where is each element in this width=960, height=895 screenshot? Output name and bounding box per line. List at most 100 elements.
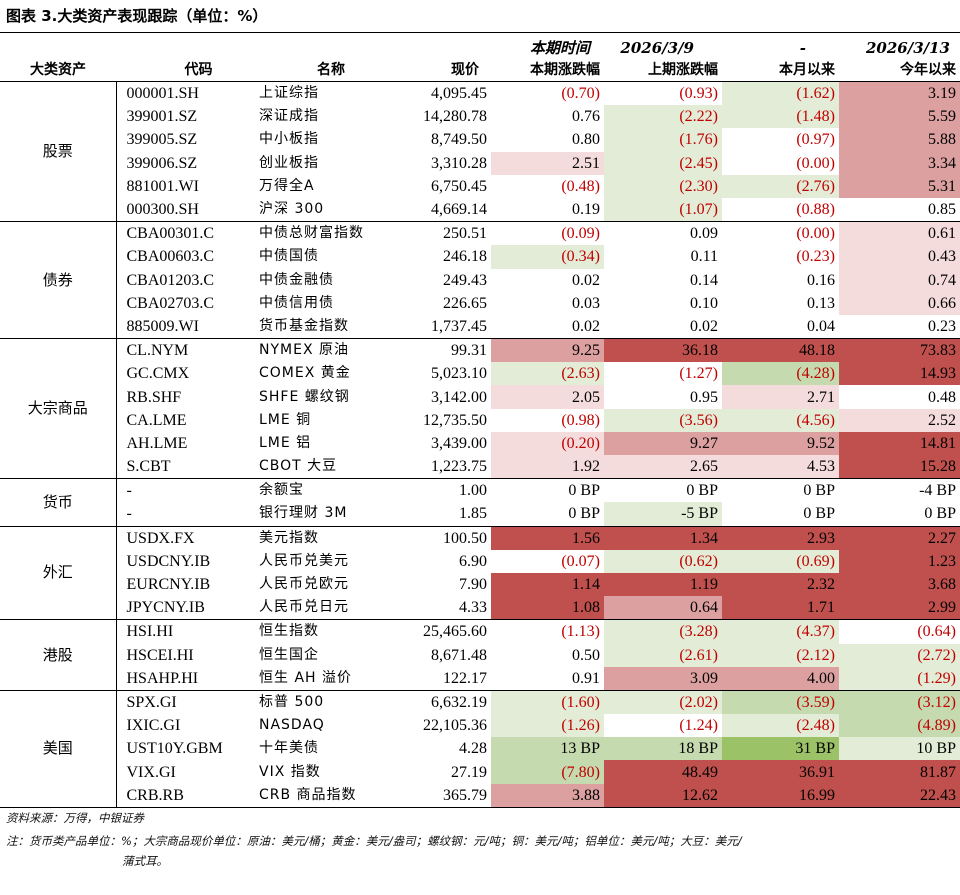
period-change-cell: 0 BP [491, 502, 604, 527]
prev-change-cell: 2.65 [604, 455, 722, 480]
ytd-change-cell: 0.61 [839, 221, 960, 246]
asset-code: CRB.RB [116, 783, 251, 808]
ytd-change-cell: 3.34 [839, 151, 960, 175]
mtd-change-cell: 0 BP [722, 478, 839, 503]
current-price: 6,750.45 [431, 177, 487, 195]
asset-name: NASDAQ [259, 717, 325, 734]
table-row: - 银行理财 3M 1.85 0 BP -5 BP 0 BP 0 BP [0, 502, 960, 527]
current-price: 1,737.45 [381, 314, 491, 340]
asset-name: SHFE 螺纹钢 [259, 388, 350, 405]
current-price: 226.65 [443, 294, 487, 312]
asset-name: 人民币兑欧元 [259, 576, 349, 593]
ytd-change-cell: 2.52 [839, 408, 960, 432]
ytd-change-cell: (0.64) [839, 619, 960, 644]
ytd-change-cell: 0.66 [839, 291, 960, 315]
prev-change-cell: (3.56) [604, 408, 722, 432]
current-price: 1.00 [459, 482, 487, 500]
asset-code: USDX.FX [126, 529, 195, 547]
period-change-cell: (0.20) [491, 431, 604, 455]
asset-name: 万得全A [259, 177, 315, 194]
table-row: 债券 CBA00301.C 中债总财富指数 250.51 (0.09) 0.09 (0.00… [0, 221, 960, 340]
header-name: 名称 [251, 59, 381, 82]
mtd-change-cell: (0.88) [722, 197, 839, 223]
asset-code: CL.NYM [126, 342, 189, 360]
mtd-change-cell: (0.00) [722, 151, 839, 175]
period-change-cell: (0.07) [491, 549, 604, 573]
asset-name: 中债总财富指数 [259, 225, 364, 242]
asset-code: 399006.SZ [126, 154, 198, 172]
asset-name: 创业板指 [259, 154, 319, 171]
table-row: EURCNY.IB 人民币兑欧元 7.90 1.14 1.19 2.32 3.68 [0, 572, 960, 597]
current-price: 7.90 [459, 576, 487, 594]
table-row: 货币 - 余额宝 1.00 0 BP 0 BP 0 BP -4 BP [0, 478, 960, 527]
current-price: 27.19 [451, 763, 487, 781]
category-label: 债券 [0, 221, 117, 340]
asset-code: - [126, 482, 132, 500]
prev-change-cell: 12.62 [604, 783, 722, 808]
period-change-cell: 0.76 [491, 105, 604, 129]
period-change-cell: (0.09) [491, 221, 604, 246]
asset-name: LME 铜 [259, 411, 312, 428]
mtd-change-cell: (2.12) [722, 643, 839, 667]
ytd-change-cell: 5.31 [839, 174, 960, 198]
mtd-change-cell: (0.97) [722, 128, 839, 152]
period-change-cell: 0.91 [491, 666, 604, 691]
header-cell [0, 37, 116, 59]
period-change-cell: 9.25 [491, 338, 604, 363]
table-row: 399005.SZ 中小板指 8,749.50 0.80 (1.76) (0.97) 5.8… [0, 128, 960, 152]
table-row: HSAHP.HI 恒生 AH 溢价 122.17 0.91 3.09 4.00 (1.29) [0, 666, 960, 691]
prev-change-cell: 0.95 [604, 385, 722, 409]
ytd-change-cell: 14.81 [839, 431, 960, 455]
table-row: 大宗商品 CL.NYM NYMEX 原油 99.31 9.25 36.18 48.18 73.… [0, 338, 960, 480]
prev-change-cell: -5 BP [604, 502, 722, 527]
current-price: 14,280.78 [423, 108, 487, 126]
asset-name: 恒生指数 [259, 623, 319, 640]
table-row: GC.CMX COMEX 黄金 5,023.10 (2.63) (1.27) (4.28)… [0, 362, 960, 386]
asset-code: CA.LME [126, 411, 187, 429]
prev-change-cell: 48.49 [604, 760, 722, 784]
table-title: 图表 3.大类资产表现跟踪（单位：%） [6, 7, 268, 25]
header-price: 现价 [381, 59, 491, 82]
ytd-change-cell: 2.99 [839, 596, 960, 621]
asset-code: 881001.WI [126, 177, 199, 195]
table-row: USDCNY.IB 人民币兑美元 6.90 (0.07) (0.62) (0.69) 1.2… [0, 549, 960, 573]
asset-name: 恒生 AH 溢价 [251, 666, 381, 691]
header-period-change: 本期涨跌幅 [491, 59, 604, 82]
footer-rule [0, 807, 960, 808]
current-price: 4.33 [381, 596, 491, 621]
asset-code: SPX.GI [126, 693, 177, 711]
header-cell [381, 37, 491, 59]
table-row: 股票 000001.SH 上证综指 4,095.45 (0.70) (0.93) (1.62… [0, 81, 960, 223]
category-label: 美国 [0, 690, 117, 808]
period-change-cell: 3.88 [491, 783, 604, 808]
ytd-change-cell: 0.48 [839, 385, 960, 409]
current-price: 3,310.28 [431, 154, 487, 172]
ytd-change-cell: 5.88 [839, 128, 960, 152]
table-row: CRB.RB CRB 商品指数 365.79 3.88 12.62 16.99 22.43 [0, 783, 960, 808]
asset-code: USDCNY.IB [126, 552, 211, 570]
asset-code: CBA02703.C [126, 294, 215, 312]
current-price: 3,142.00 [431, 388, 487, 406]
header-cell [116, 37, 251, 59]
mtd-change-cell: (4.28) [722, 362, 839, 386]
asset-name: 中债国债 [259, 248, 319, 265]
header-cell [251, 37, 381, 59]
prev-change-cell: 1.34 [604, 526, 722, 550]
mtd-change-cell: (3.59) [722, 690, 839, 715]
mtd-change-cell: (0.23) [722, 245, 839, 269]
table-row: JPYCNY.IB 人民币兑日元 4.33 1.08 0.64 1.71 2.99 [0, 596, 960, 621]
source-note: 资料来源：万得，中银证券 [6, 811, 144, 825]
asset-name: CRB 商品指数 [251, 783, 381, 808]
mtd-change-cell: (0.00) [722, 221, 839, 246]
current-price: 8,749.50 [431, 131, 487, 149]
prev-change-cell: (1.07) [604, 197, 722, 223]
period-change-cell: 1.92 [491, 455, 604, 480]
period-change-cell: (0.98) [491, 408, 604, 432]
table-body: 股票 000001.SH 上证综指 4,095.45 (0.70) (0.93) (1.62… [0, 81, 960, 808]
current-price: 12,735.50 [423, 411, 487, 429]
category-label: 港股 [0, 619, 117, 691]
table-row: VIX.GI VIX 指数 27.19 (7.80) 48.49 36.91 81.87 [0, 760, 960, 784]
prev-change-cell: (1.27) [604, 362, 722, 386]
table-row: RB.SHF SHFE 螺纹钢 3,142.00 2.05 0.95 2.71 0.48 [0, 385, 960, 409]
period-change-cell: 0.02 [491, 268, 604, 292]
